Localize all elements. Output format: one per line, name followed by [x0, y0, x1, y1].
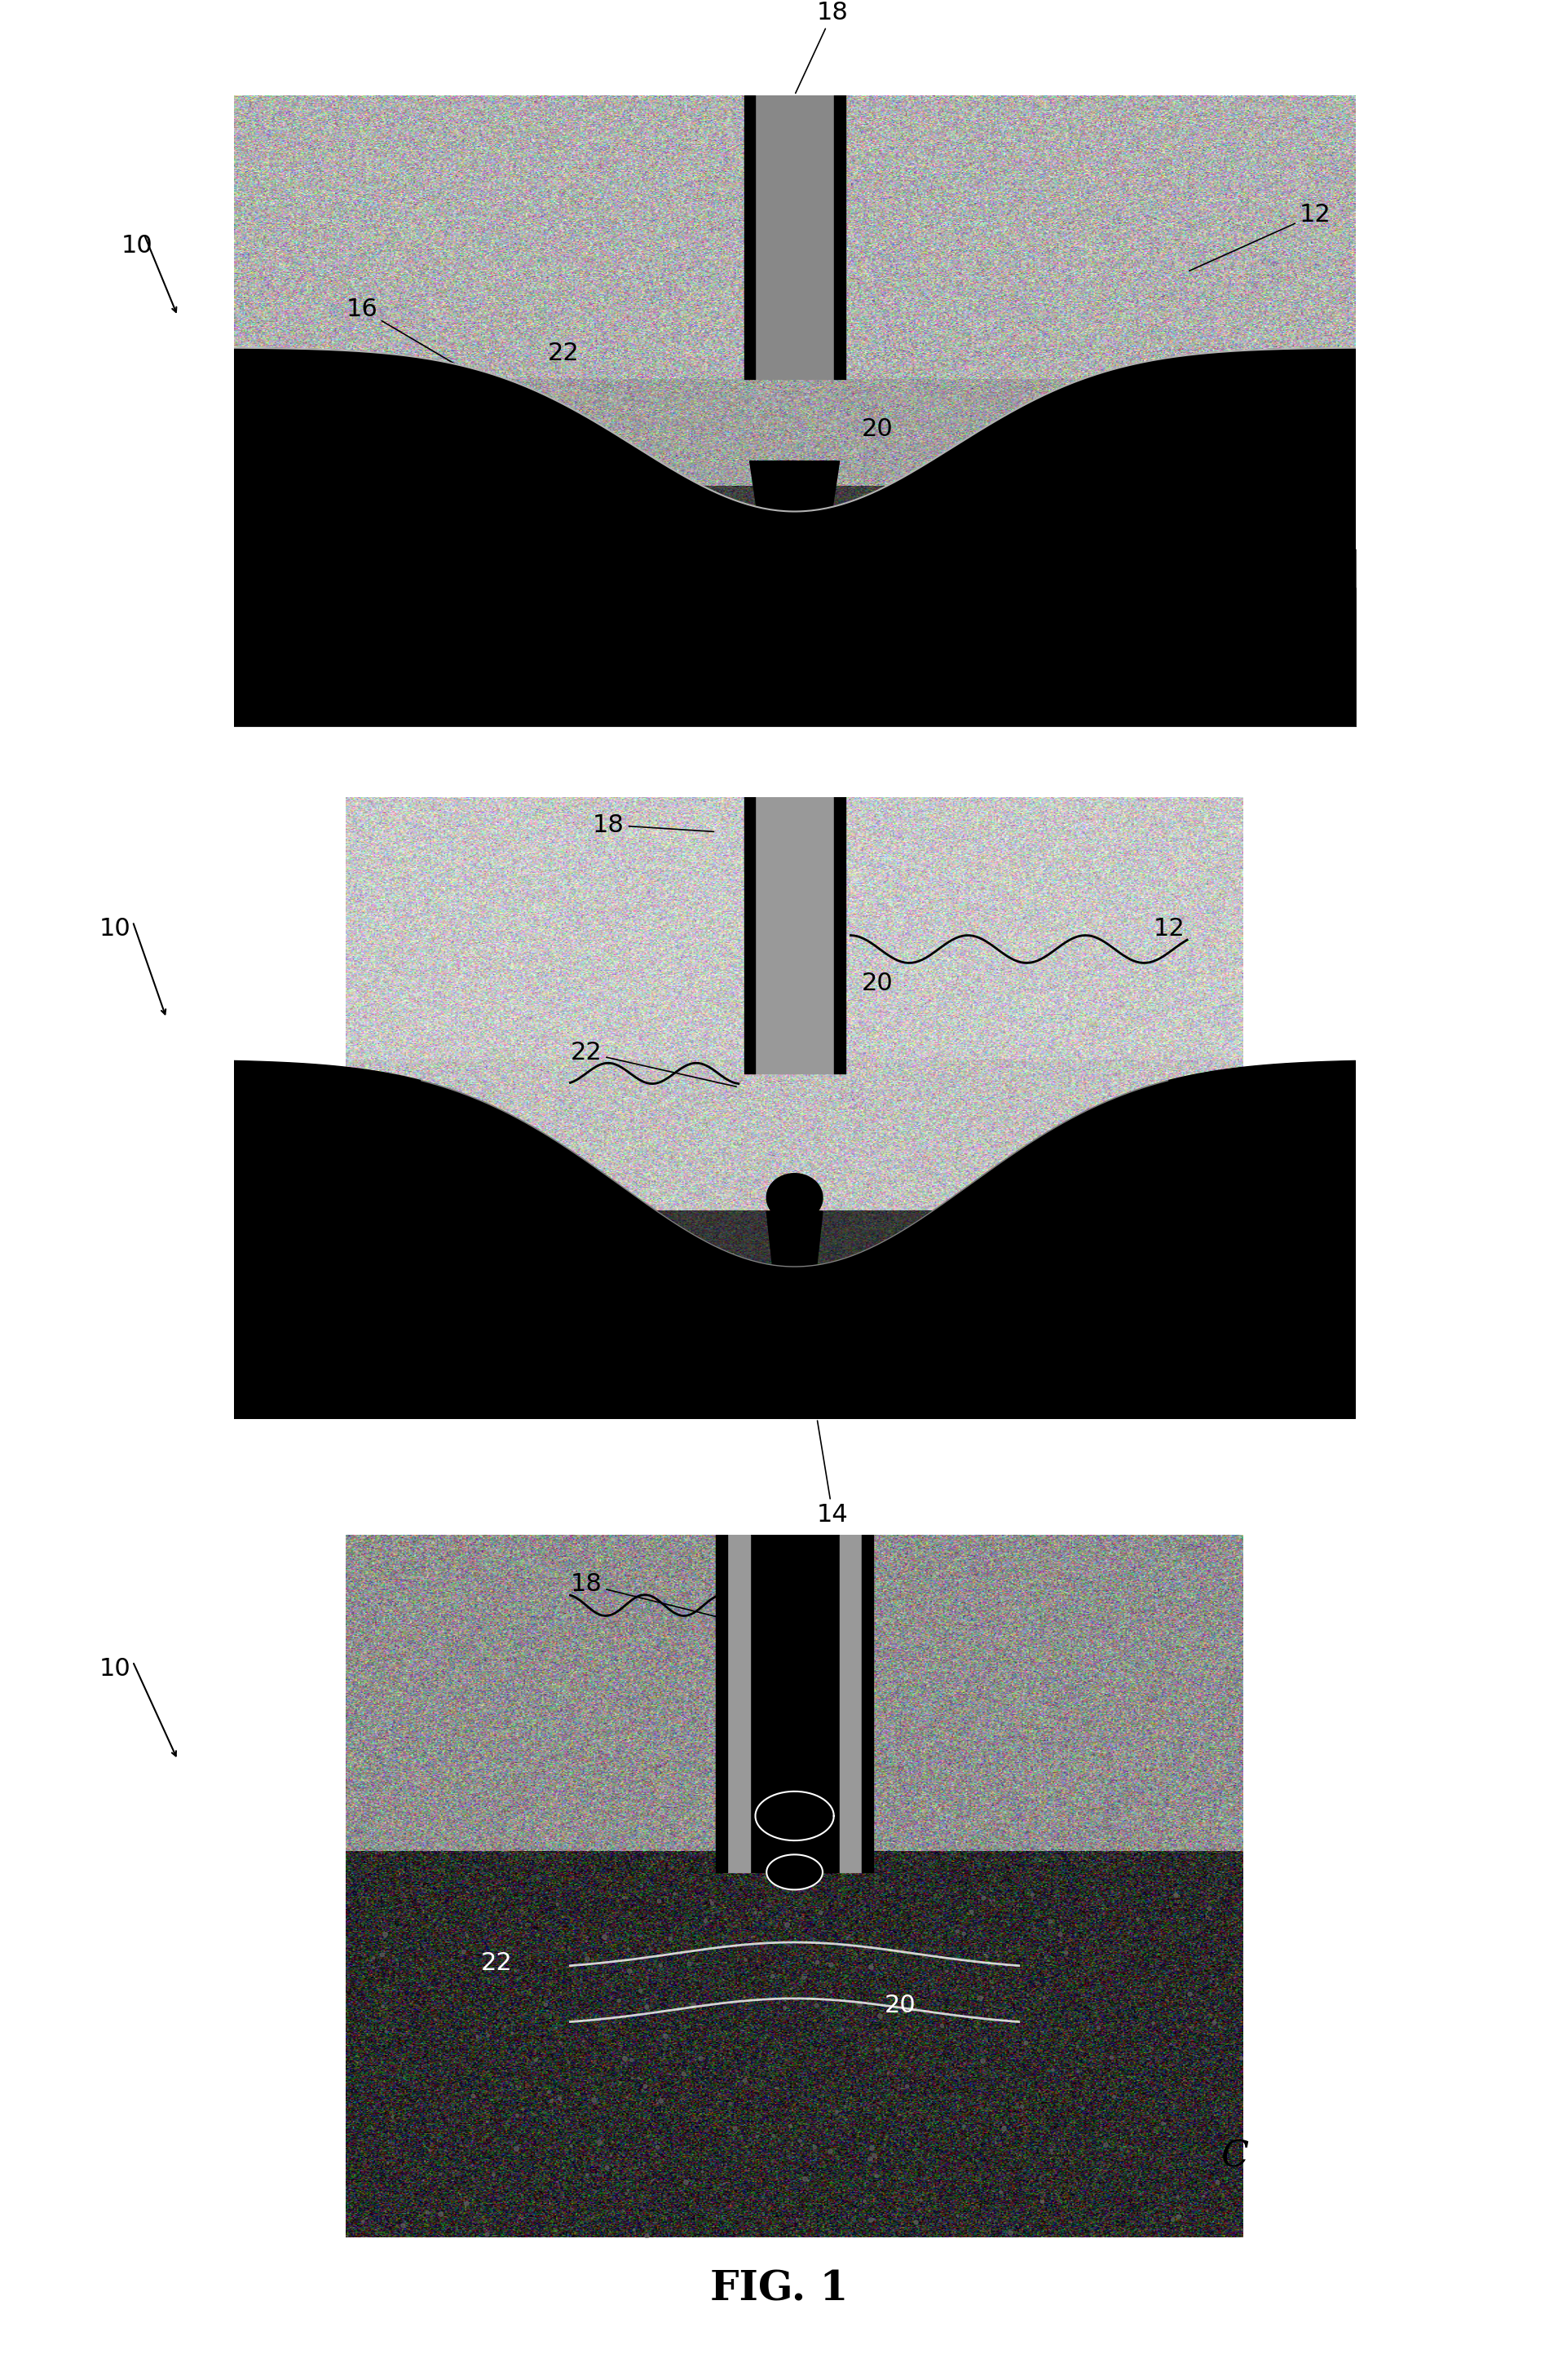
Text: 22: 22 — [548, 340, 580, 364]
Polygon shape — [756, 1792, 834, 1840]
Text: 14: 14 — [816, 1421, 849, 1528]
Text: 16: 16 — [346, 298, 478, 378]
Text: 10: 10 — [122, 233, 153, 257]
Text: B: B — [1221, 1376, 1248, 1411]
Text: 18: 18 — [570, 1573, 724, 1618]
Polygon shape — [749, 462, 840, 726]
Text: 20: 20 — [885, 1994, 916, 2018]
Text: 12: 12 — [1189, 202, 1331, 271]
Text: 14: 14 — [1223, 600, 1331, 655]
Polygon shape — [760, 486, 829, 726]
Text: 18: 18 — [796, 0, 849, 93]
Text: 20: 20 — [862, 416, 893, 440]
Polygon shape — [767, 1211, 823, 1418]
Text: 10: 10 — [100, 1656, 131, 1680]
Text: 16: 16 — [548, 1226, 681, 1299]
Text: A: A — [1265, 621, 1292, 657]
Text: 12: 12 — [1153, 916, 1186, 940]
Text: 22: 22 — [480, 1952, 513, 1975]
Polygon shape — [234, 347, 1355, 726]
Text: C: C — [1221, 2140, 1248, 2175]
Polygon shape — [234, 1061, 1355, 1418]
Text: 22: 22 — [570, 1040, 737, 1088]
Text: 20: 20 — [862, 971, 893, 995]
Polygon shape — [234, 347, 1355, 726]
Text: 18: 18 — [592, 814, 714, 838]
Polygon shape — [767, 1854, 823, 1890]
Polygon shape — [767, 1173, 823, 1221]
Text: 10: 10 — [100, 916, 131, 940]
Text: FIG. 1: FIG. 1 — [710, 2271, 848, 2309]
